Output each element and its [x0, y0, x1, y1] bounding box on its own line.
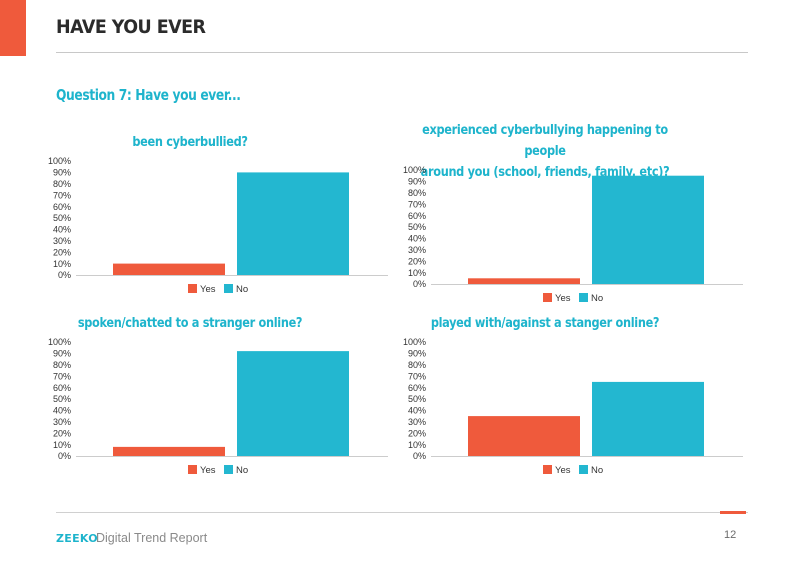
- y-tick-label: 50%: [53, 213, 71, 223]
- legend-label-no: No: [591, 465, 603, 476]
- bar-no: [237, 172, 349, 275]
- y-tick-label: 10%: [408, 268, 426, 278]
- chart-title-line: played with/against a stanger online?: [430, 315, 660, 331]
- y-tick-label: 90%: [53, 349, 71, 359]
- y-tick-label: 50%: [408, 222, 426, 232]
- legend-swatch-yes: [188, 284, 197, 293]
- bar-chart: 0%10% 20%30%40% 50%60% 70%80%90% 100% Yes No: [48, 337, 388, 476]
- y-tick-label: 100%: [403, 337, 426, 347]
- footer-accent: [720, 511, 746, 514]
- legend-swatch-no: [579, 465, 588, 474]
- y-tick-label: 10%: [408, 440, 426, 450]
- bar-yes: [468, 278, 580, 284]
- chart-panel-witnessed-cyberbullying: experienced cyberbullying happening to p…: [395, 120, 775, 304]
- chart-title: been cyberbullied?: [64, 132, 316, 153]
- y-tick-label: 40%: [408, 234, 426, 244]
- bar-chart: 0%10% 20%30%40% 50%60% 70%80%90% 100% Yes No: [48, 156, 388, 295]
- y-tick-label: 90%: [408, 177, 426, 187]
- y-tick-label: 40%: [408, 406, 426, 416]
- footer-divider: [56, 512, 748, 513]
- y-tick-label: 80%: [53, 179, 71, 189]
- y-tick-label: 50%: [53, 394, 71, 404]
- bar-no: [237, 351, 349, 456]
- y-tick-label: 40%: [53, 406, 71, 416]
- chart-title-line: spoken/chatted to a stranger online?: [77, 315, 303, 331]
- y-tick-label: 10%: [53, 440, 71, 450]
- page-title: HAVE YOU EVER: [56, 16, 206, 38]
- y-tick-label: 20%: [53, 428, 71, 438]
- y-tick-label: 80%: [408, 188, 426, 198]
- title-divider: [56, 52, 748, 53]
- y-tick-label: 20%: [408, 256, 426, 266]
- chart-panel-cyberbullied: been cyberbullied? 0% 10% 20% 30% 40% 50% 60% 70…: [40, 132, 420, 304]
- y-tick-label: 30%: [53, 236, 71, 246]
- y-tick-label: 50%: [408, 394, 426, 404]
- y-tick-label: 0%: [58, 270, 71, 280]
- y-tick-label: 20%: [408, 428, 426, 438]
- bar-yes: [468, 416, 580, 456]
- legend-swatch-yes: [543, 465, 552, 474]
- legend-swatch-no: [224, 465, 233, 474]
- y-tick-label: 90%: [408, 349, 426, 359]
- bar-chart: 0%10% 20%30%40% 50%60% 70%80%90% 100% Yes No: [403, 337, 743, 476]
- legend-swatch-yes: [543, 293, 552, 302]
- legend-swatch-no: [579, 293, 588, 302]
- y-tick-label: 80%: [53, 360, 71, 370]
- legend-label-yes: Yes: [555, 465, 571, 476]
- chart-title-line: experienced cyberbullying happening to p…: [422, 122, 668, 159]
- y-tick-label: 10%: [53, 259, 71, 269]
- bar-chart: 0%10% 20%30%40% 50%60% 70%80%90% 100% Yes No: [403, 165, 743, 304]
- y-tick-label: 80%: [408, 360, 426, 370]
- report-name: Digital Trend Report: [96, 531, 208, 545]
- y-tick-label: 70%: [408, 199, 426, 209]
- legend-label-no: No: [236, 465, 248, 476]
- legend-swatch-no: [224, 284, 233, 293]
- bar-yes: [113, 263, 225, 275]
- y-tick-label: 70%: [53, 190, 71, 200]
- question-heading: Question 7: Have you ever...: [56, 86, 241, 104]
- legend-label-yes: Yes: [200, 284, 216, 295]
- y-tick-label: 60%: [408, 383, 426, 393]
- y-tick-label: 30%: [408, 245, 426, 255]
- chart-title: spoken/chatted to a stranger online?: [64, 313, 316, 334]
- y-tick-label: 100%: [48, 156, 71, 166]
- chart-title-line: been cyberbullied?: [132, 134, 248, 150]
- y-tick-label: 70%: [53, 371, 71, 381]
- y-tick-label: 60%: [53, 202, 71, 212]
- y-tick-label: 90%: [53, 168, 71, 178]
- legend-swatch-yes: [188, 465, 197, 474]
- legend-label-yes: Yes: [555, 293, 571, 304]
- y-tick-label: 60%: [53, 383, 71, 393]
- legend-label-no: No: [236, 284, 248, 295]
- y-tick-label: 100%: [48, 337, 71, 347]
- y-tick-label: 0%: [413, 279, 426, 289]
- y-tick-label: 40%: [53, 225, 71, 235]
- y-tick-label: 0%: [58, 451, 71, 461]
- chart-panel-played-with-stranger: played with/against a stanger online? 0% 1…: [395, 313, 775, 485]
- y-tick-label: 30%: [408, 417, 426, 427]
- legend-label-yes: Yes: [200, 465, 216, 476]
- y-tick-label: 30%: [53, 417, 71, 427]
- y-tick-label: 60%: [408, 211, 426, 221]
- page-number: 12: [724, 529, 737, 541]
- accent-block: [0, 0, 26, 56]
- bar-no: [592, 381, 704, 456]
- chart-panel-chatted-to-stranger: spoken/chatted to a stranger online? 0% 10…: [40, 313, 420, 485]
- y-tick-label: 20%: [53, 247, 71, 257]
- y-tick-label: 0%: [413, 451, 426, 461]
- y-tick-label: 70%: [408, 371, 426, 381]
- chart-title: played with/against a stanger online?: [419, 313, 671, 334]
- y-tick-label: 100%: [403, 165, 426, 175]
- bar-no: [592, 175, 704, 284]
- bar-yes: [113, 446, 225, 456]
- legend-label-no: No: [591, 293, 603, 304]
- brand-logo: ZEEKO: [56, 532, 98, 545]
